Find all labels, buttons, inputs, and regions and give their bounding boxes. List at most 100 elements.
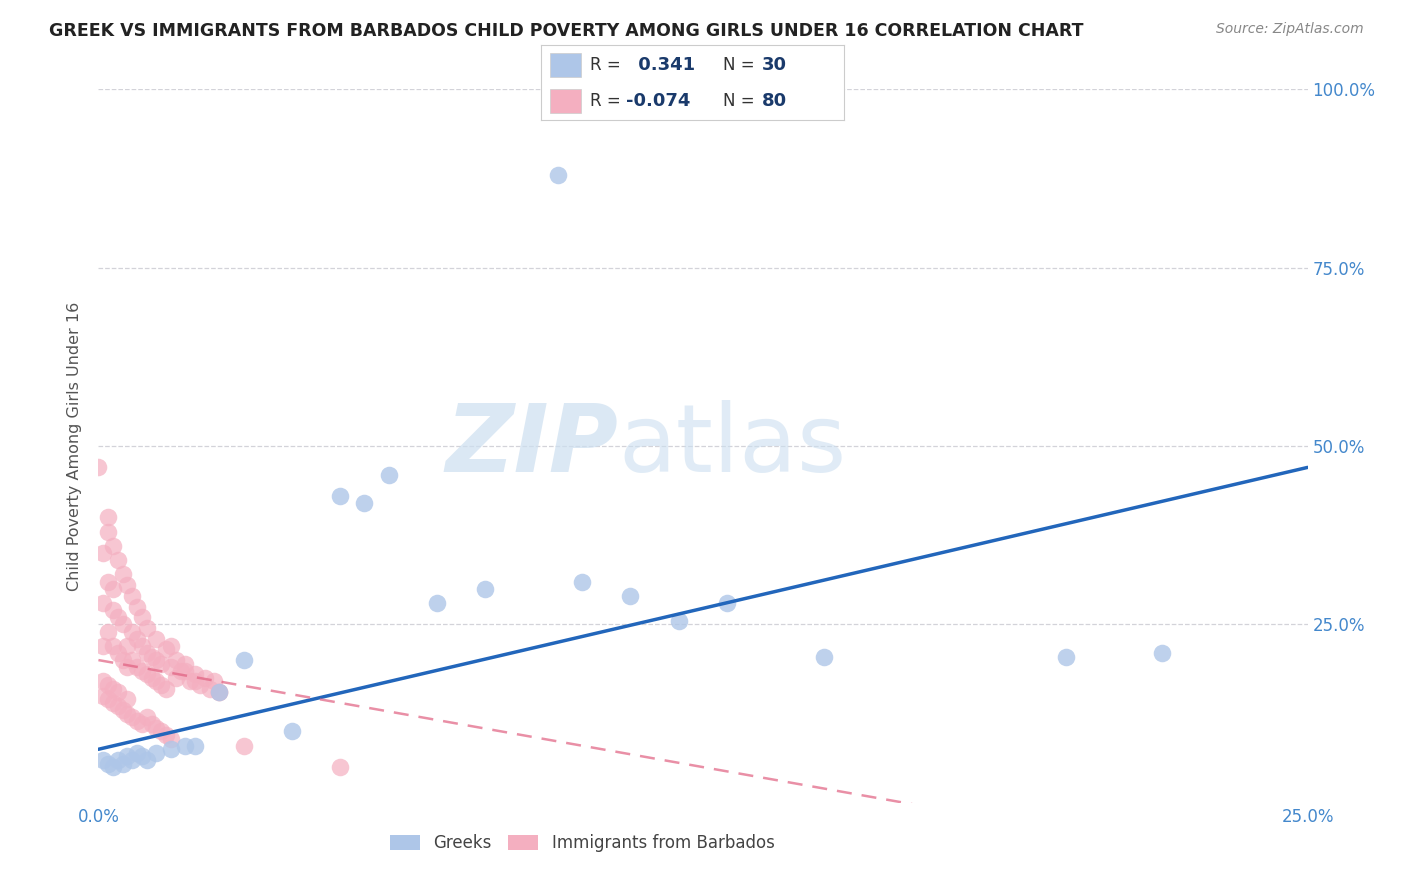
Point bbox=[155, 728, 177, 742]
Point bbox=[155, 642, 177, 657]
Point bbox=[117, 660, 139, 674]
Point bbox=[145, 746, 167, 760]
Point bbox=[141, 649, 163, 664]
Point bbox=[121, 710, 143, 724]
Text: R =: R = bbox=[589, 56, 620, 74]
Point bbox=[121, 589, 143, 603]
Point bbox=[174, 664, 197, 678]
Point bbox=[179, 674, 201, 689]
Point bbox=[474, 582, 496, 596]
Point bbox=[127, 746, 149, 760]
Point bbox=[135, 710, 157, 724]
Point bbox=[131, 717, 153, 731]
Point bbox=[101, 760, 124, 774]
Point bbox=[145, 653, 167, 667]
Point bbox=[121, 624, 143, 639]
Point bbox=[145, 721, 167, 735]
Point bbox=[117, 749, 139, 764]
Point bbox=[101, 582, 124, 596]
Point bbox=[208, 685, 231, 699]
Point bbox=[127, 599, 149, 614]
Point bbox=[131, 610, 153, 624]
Point bbox=[91, 639, 114, 653]
Text: R =: R = bbox=[589, 92, 620, 110]
Text: ZIP: ZIP bbox=[446, 400, 619, 492]
Text: N =: N = bbox=[723, 56, 754, 74]
Point bbox=[107, 646, 129, 660]
Point bbox=[121, 653, 143, 667]
Point bbox=[117, 639, 139, 653]
Point bbox=[145, 632, 167, 646]
Point bbox=[101, 696, 124, 710]
Point bbox=[141, 671, 163, 685]
Text: -0.074: -0.074 bbox=[626, 92, 690, 110]
Point bbox=[127, 714, 149, 728]
Point bbox=[97, 678, 120, 692]
Point bbox=[160, 660, 183, 674]
Text: 30: 30 bbox=[762, 56, 787, 74]
Point bbox=[111, 756, 134, 771]
Point bbox=[208, 685, 231, 699]
Point bbox=[97, 510, 120, 524]
Point bbox=[716, 596, 738, 610]
Point bbox=[131, 639, 153, 653]
Point bbox=[141, 717, 163, 731]
Point bbox=[91, 596, 114, 610]
Text: GREEK VS IMMIGRANTS FROM BARBADOS CHILD POVERTY AMONG GIRLS UNDER 16 CORRELATION: GREEK VS IMMIGRANTS FROM BARBADOS CHILD … bbox=[49, 22, 1084, 40]
Point bbox=[169, 664, 191, 678]
Point bbox=[160, 639, 183, 653]
Bar bbox=[550, 53, 581, 78]
Point bbox=[135, 621, 157, 635]
Point bbox=[232, 653, 254, 667]
Point bbox=[107, 685, 129, 699]
Point bbox=[97, 574, 120, 589]
Point bbox=[87, 460, 110, 475]
Point bbox=[174, 657, 197, 671]
Point bbox=[97, 524, 120, 539]
Point bbox=[184, 739, 207, 753]
Point bbox=[107, 699, 129, 714]
Text: 80: 80 bbox=[762, 92, 787, 110]
Text: 0.341: 0.341 bbox=[633, 56, 695, 74]
Point bbox=[107, 553, 129, 567]
Point bbox=[194, 671, 217, 685]
Point bbox=[107, 610, 129, 624]
Point bbox=[135, 646, 157, 660]
Point bbox=[150, 724, 173, 739]
Point bbox=[150, 657, 173, 671]
Point bbox=[329, 760, 352, 774]
Point bbox=[184, 674, 207, 689]
Point bbox=[117, 692, 139, 706]
Point bbox=[91, 689, 114, 703]
Point bbox=[281, 724, 304, 739]
Point bbox=[127, 632, 149, 646]
Point bbox=[155, 681, 177, 696]
Point bbox=[160, 731, 183, 746]
Point bbox=[131, 664, 153, 678]
Point bbox=[121, 753, 143, 767]
Point bbox=[188, 678, 211, 692]
Point bbox=[111, 567, 134, 582]
Point bbox=[1054, 649, 1077, 664]
Point bbox=[117, 706, 139, 721]
Point bbox=[101, 603, 124, 617]
Point bbox=[160, 742, 183, 756]
Point bbox=[91, 753, 114, 767]
Point bbox=[145, 674, 167, 689]
Text: N =: N = bbox=[723, 92, 754, 110]
Point bbox=[571, 574, 593, 589]
Point bbox=[91, 674, 114, 689]
Point bbox=[813, 649, 835, 664]
Point bbox=[135, 667, 157, 681]
Point bbox=[111, 617, 134, 632]
Point bbox=[135, 753, 157, 767]
Point bbox=[165, 653, 187, 667]
Point bbox=[619, 589, 641, 603]
Bar bbox=[550, 88, 581, 112]
Point bbox=[117, 578, 139, 592]
Point bbox=[426, 596, 449, 610]
Point bbox=[101, 639, 124, 653]
Point bbox=[208, 685, 231, 699]
Text: Source: ZipAtlas.com: Source: ZipAtlas.com bbox=[1216, 22, 1364, 37]
Point bbox=[547, 168, 569, 182]
